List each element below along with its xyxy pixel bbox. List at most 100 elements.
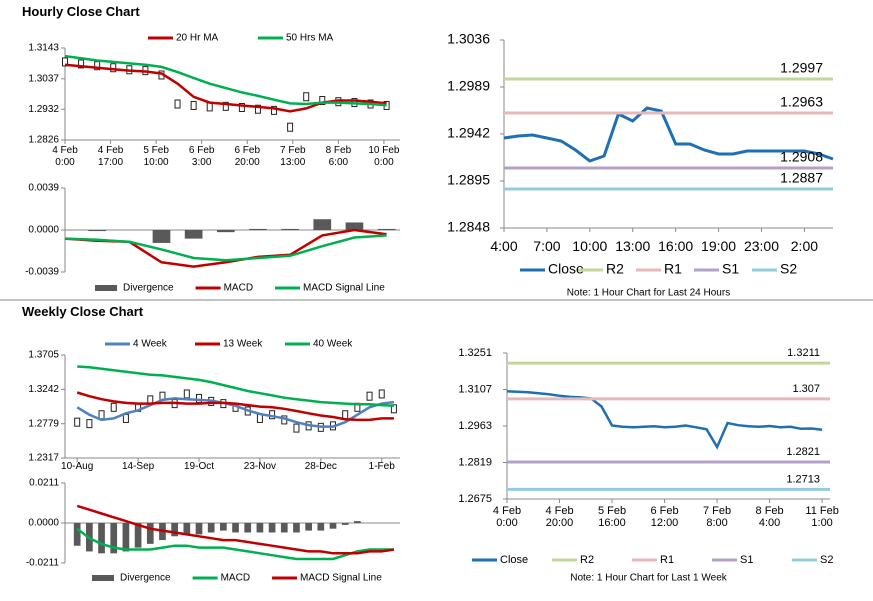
x-tick-label: 4:00 <box>490 238 518 254</box>
legend-label: Close <box>500 554 528 566</box>
candle <box>190 100 197 110</box>
legend-label: MACD <box>224 283 253 294</box>
divergence-bar <box>354 521 361 523</box>
legend-label: R2 <box>580 554 594 566</box>
level-label: 1.2821 <box>786 446 820 458</box>
divergence-bar <box>152 230 171 243</box>
legend-label: MACD <box>221 573 250 584</box>
section-title: Hourly Close Chart <box>22 4 140 19</box>
divergence-bar <box>281 228 299 230</box>
x-tick-label: 16:00 <box>658 238 694 254</box>
candle <box>78 59 85 69</box>
legend-label: 20 Hr MA <box>176 33 219 44</box>
series-line <box>506 390 823 450</box>
divergence-bar <box>146 523 154 544</box>
legend-label: S2 <box>780 261 797 277</box>
candle <box>256 413 263 423</box>
y-tick-label: 0.0000 <box>28 225 59 236</box>
candle <box>86 419 93 429</box>
candle <box>287 122 294 132</box>
legend-label: R1 <box>664 261 682 277</box>
legend-label: 13 Week <box>223 339 263 350</box>
level-label: 1.2963 <box>780 94 823 110</box>
y-tick-label: 1.2942 <box>447 125 490 141</box>
x-tick-label: 14-Sep <box>121 461 155 472</box>
y-tick-label: 1.2989 <box>447 78 490 94</box>
candle <box>366 391 373 401</box>
divergence-bar <box>268 523 276 533</box>
x-tick-label: 10 Feb 0:00 <box>368 145 400 168</box>
y-tick-label: 1.3251 <box>458 347 492 359</box>
candle <box>303 92 310 102</box>
divergence-bar <box>249 228 267 230</box>
candle <box>110 402 117 412</box>
divergence-bar <box>317 523 325 531</box>
series-line <box>76 397 395 428</box>
candle <box>74 417 81 427</box>
divergence-bar <box>329 523 337 529</box>
candle <box>378 389 385 399</box>
candle <box>174 99 181 109</box>
series-line <box>64 63 387 113</box>
x-tick-label: 4 Feb 17:00 <box>97 145 124 168</box>
y-tick-label: 1.2895 <box>447 172 490 188</box>
divergence-bar <box>216 230 235 233</box>
legend-swatch <box>92 575 114 581</box>
legend-label: Close <box>548 261 584 277</box>
x-tick-label: 6 Feb 12:00 <box>650 505 679 529</box>
x-tick-label: 8 Feb 6:00 <box>325 145 352 168</box>
level-label: 1.2997 <box>780 60 823 76</box>
divergence-bar <box>293 523 300 533</box>
legend-label: S2 <box>820 554 833 566</box>
x-tick-label: 5 Feb 16:00 <box>597 505 627 529</box>
x-tick-label: 7:00 <box>533 238 561 254</box>
divergence-bar <box>122 523 130 552</box>
y-tick-label: 1.2317 <box>28 453 59 464</box>
divergence-bar <box>280 523 288 533</box>
x-tick-label: 6 Feb 20:00 <box>234 145 261 168</box>
x-tick-label: 23-Nov <box>243 461 277 472</box>
legend-label: MACD Signal Line <box>300 573 382 584</box>
candle <box>222 101 229 111</box>
candle <box>98 410 105 420</box>
x-tick-label: 2:00 <box>790 238 819 254</box>
y-tick-label: 0.0000 <box>28 518 59 529</box>
divergence-bar <box>88 230 107 232</box>
y-tick-label: 1.2963 <box>458 420 492 432</box>
legend-label: S1 <box>722 261 739 277</box>
series-line <box>64 54 387 107</box>
candle <box>342 410 349 420</box>
x-tick-label: 10-Aug <box>61 461 94 472</box>
y-tick-label: 0.0039 <box>28 183 59 194</box>
divergence-bar <box>256 523 264 533</box>
y-tick-label: 1.2932 <box>28 104 59 115</box>
x-tick-label: 13:00 <box>615 238 651 254</box>
x-tick-label: 1-Feb <box>368 461 395 472</box>
level-label: 1.2908 <box>780 149 823 165</box>
y-tick-label: 1.2675 <box>458 493 492 505</box>
divergence-bar <box>341 523 349 525</box>
section-title: Weekly Close Chart <box>22 304 144 319</box>
x-tick-label: 4 Feb 20:00 <box>545 505 574 529</box>
level-label: 1.3211 <box>787 347 820 359</box>
divergence-bar <box>232 523 239 533</box>
divergence-bar <box>183 523 191 535</box>
y-tick-label: 1.3107 <box>458 383 492 395</box>
x-tick-label: 5 Feb 10:00 <box>143 145 169 168</box>
divergence-bar <box>305 523 312 531</box>
level-label: 1.307 <box>792 383 820 395</box>
legend-label: Divergence <box>123 283 174 294</box>
series-line <box>64 234 387 262</box>
candle <box>254 104 261 114</box>
divergence-bar <box>110 523 118 554</box>
divergence-bar <box>244 523 252 533</box>
candle <box>238 102 245 112</box>
series-line <box>76 527 394 561</box>
level-label: 1.2713 <box>786 473 820 485</box>
note: Note: 1 Hour Chart for Last 1 Week <box>570 573 728 584</box>
series-line <box>77 365 394 408</box>
y-tick-label: 1.2826 <box>28 135 59 146</box>
x-tick-label: 7 Feb 13:00 <box>280 145 306 168</box>
